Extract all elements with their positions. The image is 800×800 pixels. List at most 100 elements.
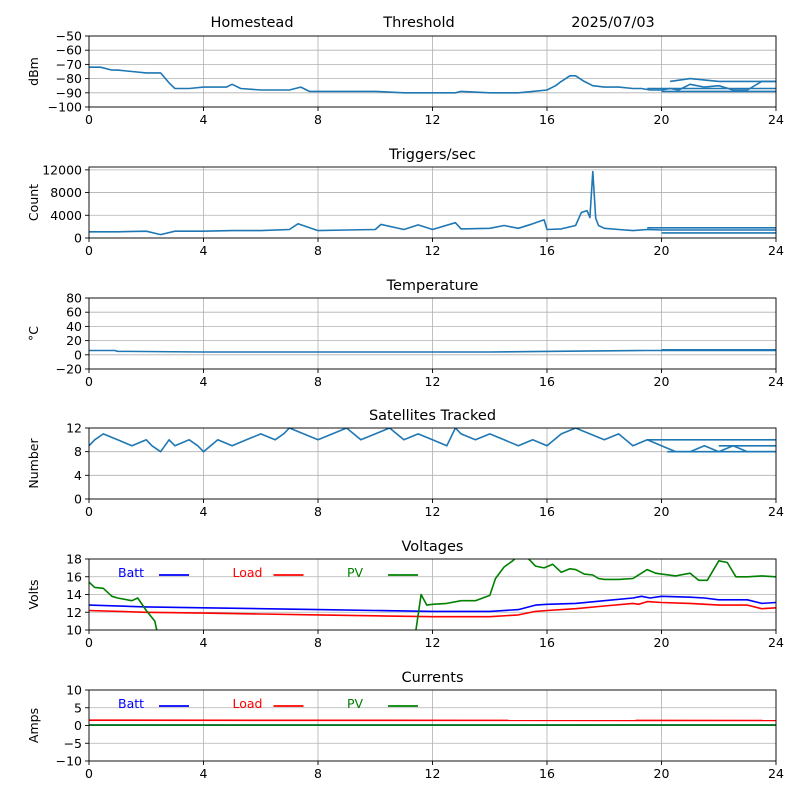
y-axis-label: Amps	[26, 708, 41, 743]
y-tick-label: 40	[66, 319, 82, 334]
y-tick-label: 16	[66, 569, 82, 584]
x-tick-label: 24	[768, 243, 784, 258]
x-tick-label: 0	[85, 766, 93, 781]
panel-title: Temperature	[386, 278, 479, 294]
x-tick-label: 4	[200, 374, 208, 389]
x-tick-label: 0	[85, 374, 93, 389]
y-tick-label: 60	[66, 305, 82, 320]
y-tick-label: −90	[56, 85, 82, 100]
legend-label: Batt	[118, 696, 144, 711]
x-tick-label: 20	[654, 635, 670, 650]
x-tick-label: 12	[425, 374, 441, 389]
legend-label: PV	[347, 696, 364, 711]
y-tick-label: 20	[66, 333, 82, 348]
y-tick-label: 14	[66, 587, 82, 602]
y-axis-label: °C	[26, 326, 41, 341]
series-group	[89, 170, 776, 236]
y-tick-label: −100	[48, 100, 82, 115]
x-tick-label: 24	[768, 374, 784, 389]
x-tick-label: 16	[539, 112, 555, 127]
legend-label: PV	[347, 565, 364, 580]
x-tick-label: 4	[200, 504, 208, 519]
y-tick-label: −70	[56, 57, 82, 72]
y-tick-label: 4000	[50, 208, 82, 223]
x-tick-label: 12	[425, 112, 441, 127]
panel-5: 0 4 8 12 16 20 24 10 12 14 16 18 Voltages Volts Batt Lo…	[26, 539, 784, 650]
y-tick-label: 4	[74, 468, 82, 483]
header-site: Homestead	[210, 15, 293, 31]
x-tick-label: 20	[654, 243, 670, 258]
panel-title: Satellites Tracked	[369, 408, 496, 424]
x-tick-label: 8	[314, 112, 322, 127]
y-tick-label: 10	[66, 683, 82, 698]
x-tick-label: 12	[425, 243, 441, 258]
series-line-1	[89, 428, 776, 453]
x-tick-label: 8	[314, 766, 322, 781]
y-tick-label: 12000	[42, 162, 82, 177]
x-tick-label: 8	[314, 374, 322, 389]
y-tick-label: −50	[56, 29, 82, 44]
x-tick-label: 4	[200, 766, 208, 781]
x-tick-label: 0	[85, 112, 93, 127]
panel-title: Voltages	[402, 539, 464, 555]
x-tick-label: 16	[539, 504, 555, 519]
y-tick-label: 18	[66, 552, 82, 567]
y-axis-label: Count	[26, 184, 41, 221]
x-tick-label: 16	[539, 635, 555, 650]
x-tick-label: 4	[200, 635, 208, 650]
x-tick-label: 4	[200, 112, 208, 127]
y-tick-label: −10	[56, 754, 82, 769]
x-tick-label: 16	[539, 243, 555, 258]
y-tick-label: 0	[74, 231, 82, 246]
y-tick-label: 80	[66, 291, 82, 306]
y-tick-label: 8	[74, 444, 82, 459]
y-tick-label: −5	[64, 736, 82, 751]
legend-label: Batt	[118, 565, 144, 580]
x-tick-label: 0	[85, 504, 93, 519]
x-tick-label: 24	[768, 112, 784, 127]
y-tick-label: 0	[74, 347, 82, 362]
x-tick-label: 16	[539, 766, 555, 781]
series-line-1	[89, 170, 776, 236]
panel-title: Triggers/sec	[388, 147, 476, 163]
x-tick-label: 12	[425, 635, 441, 650]
header-date: 2025/07/03	[571, 15, 655, 31]
x-tick-label: 8	[314, 504, 322, 519]
panel-2: 0 4 8 12 16 20 24 0 4000 8000 12000 Triggers/sec Cou…	[26, 147, 784, 258]
y-tick-label: 0	[74, 718, 82, 733]
x-tick-label: 20	[654, 504, 670, 519]
header-mode: Threshold	[382, 15, 454, 31]
y-tick-label: 0	[74, 492, 82, 507]
y-tick-label: 12	[66, 605, 82, 620]
series-group	[89, 559, 776, 630]
series-line-1	[89, 349, 776, 353]
x-tick-label: 24	[768, 766, 784, 781]
y-axis-label: dBm	[26, 57, 41, 86]
x-tick-label: 16	[539, 374, 555, 389]
series-group	[89, 66, 776, 94]
x-tick-label: 12	[425, 504, 441, 519]
series-line-2	[89, 600, 776, 618]
y-axis-label: Volts	[26, 579, 41, 609]
legend: Batt Load PV	[118, 696, 418, 711]
series-group	[89, 348, 776, 353]
y-tick-label: −20	[56, 362, 82, 377]
panel-4: 0 4 8 12 16 20 24 0 4 8 12 Satellites Tracked Number	[26, 408, 784, 519]
panel-1: 0 4 8 12 16 20 24 −100−90−80−70−60−50 dBm	[26, 29, 784, 128]
y-tick-label: 12	[66, 421, 82, 436]
x-tick-label: 24	[768, 635, 784, 650]
series-line-1	[89, 595, 776, 613]
y-tick-label: 10	[66, 623, 82, 638]
x-tick-label: 0	[85, 635, 93, 650]
series-line-4	[415, 559, 776, 630]
legend: Batt Load PV	[118, 565, 418, 580]
series-group	[89, 719, 776, 726]
x-tick-label: 8	[314, 635, 322, 650]
x-tick-label: 20	[654, 766, 670, 781]
x-tick-label: 24	[768, 504, 784, 519]
